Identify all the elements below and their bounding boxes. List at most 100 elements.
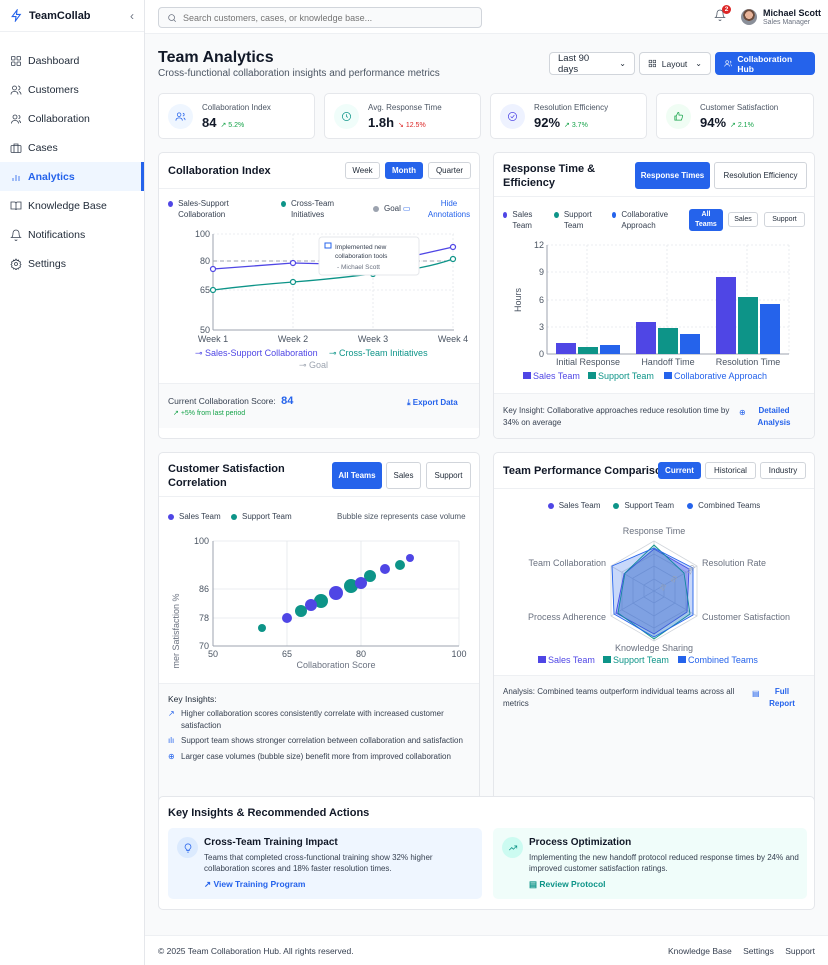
filter-support[interactable]: Support	[426, 462, 471, 489]
brand: TeamCollab ‹	[0, 0, 144, 32]
bar-chart-icon: ılı	[168, 736, 175, 745]
svg-text:50: 50	[200, 325, 210, 335]
tab-quarter[interactable]: Quarter	[428, 162, 471, 179]
export-data-button[interactable]: ⤓ Export Data	[407, 398, 458, 407]
bell-icon	[714, 9, 726, 21]
score-label: Current Collaboration Score:	[168, 396, 276, 406]
user-menu[interactable]: Michael Scott Sales Manager	[763, 8, 821, 26]
tab-historical[interactable]: Historical	[705, 462, 756, 479]
kpi-label: Customer Satisfaction	[700, 103, 779, 112]
trend-down-icon: ↘	[398, 122, 406, 129]
footer-link-knowledge-base[interactable]: Knowledge Base	[667, 946, 732, 956]
view-training-program-link[interactable]: ↗ View Training Program	[204, 879, 306, 889]
tab-current[interactable]: Current	[658, 462, 701, 479]
kpi-value: 1.8h	[368, 115, 395, 130]
legend-collaborative: Collaborative Approach	[612, 209, 682, 231]
period-select[interactable]: Last 90 days ⌄	[549, 52, 635, 75]
avatar[interactable]	[741, 9, 757, 25]
insight-text: Collaborative approaches reduce resoluti…	[503, 406, 730, 427]
grid-icon	[11, 55, 21, 66]
sidebar-item-label: Collaboration	[28, 112, 90, 125]
sidebar-item-notifications[interactable]: Notifications	[0, 220, 144, 249]
satisfaction-insights: Key Insights: ↗ Higher collaboration scor…	[159, 683, 479, 816]
svg-text:Week 2: Week 2	[278, 334, 308, 344]
tab-response-times[interactable]: Response Times	[635, 162, 710, 189]
score-change: +5% from last period	[180, 410, 246, 417]
trend-up-icon: ↗	[564, 122, 572, 129]
hide-annotations-button[interactable]: Hide Annotations	[427, 199, 471, 219]
filter-support[interactable]: Support	[764, 212, 805, 227]
search-icon	[168, 13, 177, 22]
lightning-icon	[11, 9, 22, 22]
insight-text: Teams that completed cross-functional tr…	[204, 853, 433, 873]
notifications-button[interactable]: 2	[714, 5, 731, 23]
svg-text:Sales Team: Sales Team	[533, 371, 580, 381]
svg-text:100: 100	[451, 649, 466, 659]
insight-title: Cross-Team Training Impact	[204, 837, 338, 848]
kpi-change: 2.1%	[737, 122, 754, 129]
sidebar-item-cases[interactable]: Cases	[0, 133, 144, 162]
sidebar-item-label: Knowledge Base	[28, 199, 107, 212]
svg-text:Week 3: Week 3	[358, 334, 388, 344]
filter-all-teams[interactable]: All Teams	[332, 462, 382, 489]
svg-text:Handoff Time: Handoff Time	[641, 357, 694, 367]
svg-text:Initial Response: Initial Response	[556, 357, 620, 367]
full-report-button[interactable]: Full Report	[769, 687, 795, 708]
collapse-sidebar-icon[interactable]: ‹	[130, 8, 134, 23]
svg-text:Resolution Rate: Resolution Rate	[702, 558, 766, 568]
document-icon: ▤	[529, 879, 540, 889]
sidebar-item-label: Notifications	[28, 228, 86, 241]
document-icon: ▤	[752, 689, 760, 698]
copyright: © 2025 Team Collaboration Hub. All right…	[158, 946, 354, 956]
search-input[interactable]	[183, 12, 463, 23]
collaboration-hub-button[interactable]: Collaboration Hub	[715, 52, 815, 75]
tab-week[interactable]: Week	[345, 162, 380, 179]
sidebar-item-customers[interactable]: Customers	[0, 75, 144, 104]
svg-text:78: 78	[199, 613, 209, 623]
sidebar-item-analytics[interactable]: Analytics	[0, 162, 144, 191]
svg-text:65: 65	[200, 285, 210, 295]
insight-text: Implementing the new handoff protocol re…	[529, 853, 799, 873]
users-icon	[724, 60, 732, 67]
legend-sales-team: Sales Team	[503, 209, 543, 231]
svg-text:100: 100	[194, 536, 209, 546]
user-role: Sales Manager	[763, 19, 811, 26]
filter-all-teams[interactable]: All Teams	[689, 209, 723, 231]
download-icon: ⤓	[407, 398, 413, 407]
insight-label: Key Insight:	[503, 406, 545, 415]
footer-link-support[interactable]: Support	[785, 946, 815, 956]
review-protocol-link[interactable]: ▤ Review Protocol	[529, 879, 606, 889]
filter-sales[interactable]: Sales	[386, 462, 421, 489]
performance-footer: Analysis: Combined teams outperform indi…	[494, 675, 814, 816]
footer-link-settings[interactable]: Settings	[743, 946, 774, 956]
detailed-analysis-button[interactable]: Detailed Analysis	[757, 406, 791, 427]
recommendations-card: Key Insights & Recommended Actions Cross…	[158, 796, 815, 910]
bubble-size-note: Bubble size represents case volume	[337, 512, 466, 521]
svg-text:Process Adherence: Process Adherence	[528, 612, 606, 622]
sidebar-item-dashboard[interactable]: Dashboard	[0, 46, 144, 75]
svg-text:Sales Team: Sales Team	[548, 655, 595, 665]
filter-sales[interactable]: Sales	[728, 212, 758, 227]
search-box[interactable]	[158, 7, 482, 28]
sidebar-item-knowledge-base[interactable]: Knowledge Base	[0, 191, 144, 220]
insight-title: Process Optimization	[529, 837, 632, 848]
legend-sales-team: Sales Team	[168, 511, 221, 522]
svg-text:100: 100	[195, 229, 210, 239]
kpi-value: 84	[202, 115, 217, 130]
response-bar-chart: 12 9 6 3 0 Hours Initial Response Handoff Tim…	[513, 240, 790, 381]
svg-text:Collaborative Approach: Collaborative Approach	[674, 371, 767, 381]
tab-month[interactable]: Month	[385, 162, 423, 179]
sidebar-nav: Dashboard Customers Collaboration Cases …	[0, 46, 144, 278]
kpi-change: 3.7%	[571, 122, 588, 129]
insight-item: ↗ Higher collaboration scores consistentl…	[168, 709, 444, 730]
briefcase-icon	[10, 143, 22, 153]
layout-button[interactable]: Layout ⌄	[639, 52, 711, 75]
svg-text:collaboration tools: collaboration tools	[335, 253, 388, 260]
tab-industry[interactable]: Industry	[760, 462, 806, 479]
svg-text:Week 1: Week 1	[198, 334, 228, 344]
tab-resolution-efficiency[interactable]: Resolution Efficiency	[714, 162, 807, 189]
svg-text:3: 3	[539, 322, 544, 332]
sidebar-item-settings[interactable]: Settings	[0, 249, 144, 278]
sidebar-item-collaboration[interactable]: Collaboration	[0, 104, 144, 133]
sidebar: TeamCollab ‹ Dashboard Customers Collabo…	[0, 0, 145, 965]
